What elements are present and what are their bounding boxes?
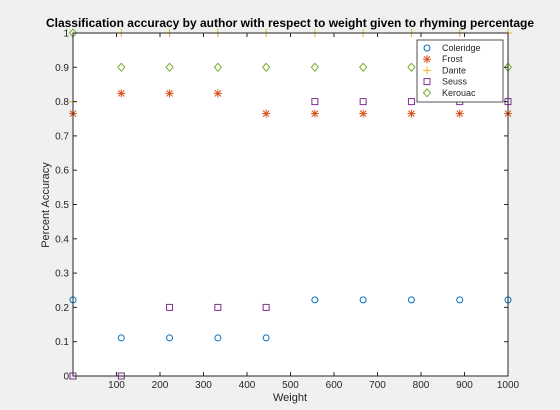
kerouac-point [165,62,174,73]
coleridge-point [214,334,222,342]
y-tick-label: 0.6 [55,166,69,177]
legend-seuss-marker [423,78,431,86]
kerouac-point [407,62,416,73]
frost-point [213,89,222,98]
x-axis-label: Weight [273,392,307,404]
y-tick-label: 0.1 [55,337,69,348]
frost-point [359,109,368,118]
coleridge-point [117,334,125,342]
y-tick-label: 0.5 [55,200,69,211]
coleridge-point [262,334,270,342]
kerouac-point [358,62,368,73]
seuss-point [166,303,174,311]
y-tick-label: 0.4 [55,234,69,245]
frost-point [455,109,464,118]
chart-title: Classification accuracy by author with r… [46,16,534,30]
coleridge-point [456,296,464,304]
x-tick-label: 600 [326,380,343,391]
legend-coleridge-marker [423,44,431,52]
legend-dante-label: Dante [442,65,466,75]
x-tick-label: 200 [152,380,169,391]
seuss-point [359,98,367,106]
series-coleridge [69,296,512,342]
frost-point [262,109,271,118]
legend-seuss-label: Seuss [442,77,468,87]
coleridge-point [166,334,174,342]
seuss-point [407,98,415,106]
seuss-point [214,303,222,311]
frost-point [310,109,319,118]
kerouac-point [261,62,271,73]
legend-box [416,39,504,103]
x-tick-label: 300 [195,380,212,391]
legend-frost-label: Frost [442,54,463,64]
legend-kerouac-marker [422,88,432,98]
coleridge-point [311,296,319,304]
y-tick-label: 0.3 [55,269,69,280]
legend-coleridge-label: Coleridge [442,43,481,53]
seuss-point [262,303,270,311]
seuss-point [311,98,319,106]
legend-dante-marker [423,66,431,75]
y-tick-label: 0 [63,372,69,383]
x-tick-label: 900 [456,380,473,391]
coleridge-point [359,296,367,304]
y-tick-label: 0.7 [55,131,69,142]
y-tick-label: 0.9 [55,63,69,74]
x-tick-label: 100 [108,380,125,391]
legend-frost-marker [423,55,431,64]
x-tick-label: 700 [369,380,386,391]
coleridge-point [407,296,415,304]
x-tick-label: 400 [239,380,256,391]
frost-point [117,89,126,98]
x-tick-label: 800 [413,380,430,391]
frost-point [165,89,174,98]
kerouac-point [310,62,320,73]
legend-kerouac-label: Kerouac [442,88,476,98]
y-tick-label: 1 [63,29,69,40]
axis-ticks: 100 200 300 400 500 600 700 800 900 1000 0 0.1 0.2 0.… [55,29,519,392]
x-tick-label: 500 [282,380,299,391]
y-axis-label: Percent Accuracy [40,162,52,248]
y-tick-label: 0.8 [55,97,69,108]
kerouac-point [213,62,223,73]
kerouac-point [117,62,126,73]
frost-point [407,109,416,118]
x-tick-label: 1000 [497,380,520,391]
y-tick-label: 0.2 [55,303,69,314]
